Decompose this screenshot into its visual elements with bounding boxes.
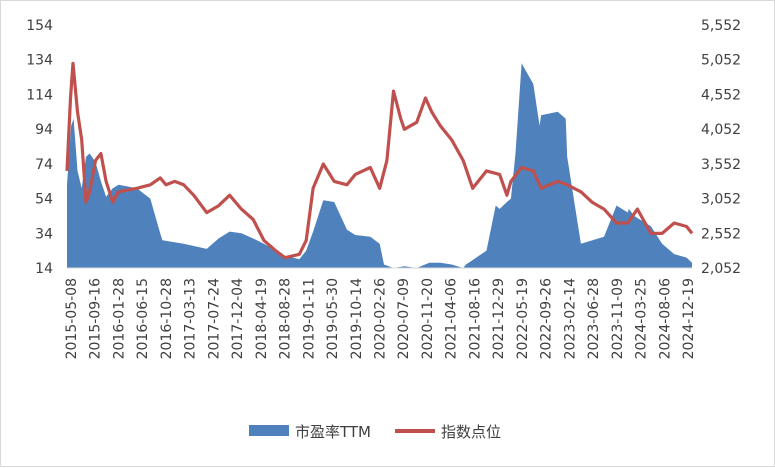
legend-label-index-level: 指数点位 — [441, 423, 501, 441]
x-tick-label: 2016-10-28 — [159, 278, 175, 359]
x-tick-label: 2015-05-08 — [64, 278, 80, 359]
y-right-tick-label: 3,052 — [701, 192, 741, 208]
x-tick-label: 2018-08-28 — [278, 278, 294, 359]
y-left-tick-label: 154 — [26, 18, 53, 34]
legend-swatch-pe-ttm — [249, 425, 289, 436]
plot-area — [65, 61, 694, 269]
y-left-tick-label: 114 — [26, 87, 53, 103]
y-axis-right: 2,052 2,552 3,052 3,552 4,052 4,552 5,052 5,552 — [701, 18, 741, 277]
x-tick-label: 2023-06-28 — [586, 278, 602, 359]
x-tick-label: 2020-07-09 — [396, 278, 412, 359]
index-level-line — [65, 61, 694, 260]
y-right-tick-label: 4,552 — [701, 87, 741, 103]
x-axis: 2015-05-08 2015-09-16 2016-01-28 2016-06-15… — [64, 278, 697, 359]
y-left-tick-label: 134 — [26, 53, 53, 69]
y-left-tick-label: 34 — [35, 226, 53, 242]
y-right-tick-label: 5,052 — [701, 53, 741, 69]
y-left-tick-label: 54 — [35, 192, 53, 208]
x-tick-label: 2021-08-16 — [467, 278, 483, 359]
x-tick-label: 2017-12-04 — [230, 278, 246, 359]
y-right-tick-label: 2,052 — [701, 261, 741, 277]
legend: 市盈率TTM 指数点位 — [249, 423, 501, 441]
x-tick-label: 2015-09-16 — [88, 278, 104, 359]
pe-ttm-area — [67, 63, 692, 269]
x-tick-label: 2019-05-30 — [325, 278, 341, 359]
y-left-tick-label: 14 — [35, 261, 53, 277]
x-tick-label: 2023-02-14 — [562, 278, 578, 359]
x-tick-label: 2022-05-19 — [515, 278, 531, 359]
x-tick-label: 2024-03-25 — [634, 278, 650, 359]
x-tick-label: 2020-11-20 — [420, 278, 436, 359]
y-right-tick-label: 4,052 — [701, 122, 741, 138]
x-tick-label: 2024-08-06 — [657, 278, 673, 359]
x-tick-label: 2023-11-09 — [610, 278, 626, 359]
x-tick-label: 2016-01-28 — [111, 278, 127, 359]
x-tick-label: 2021-04-06 — [444, 278, 460, 359]
y-left-tick-label: 94 — [35, 122, 53, 138]
x-tick-label: 2021-12-29 — [491, 278, 507, 359]
x-tick-label: 2019-10-14 — [349, 278, 365, 359]
x-tick-label: 2022-09-26 — [539, 278, 555, 359]
x-tick-label: 2020-02-26 — [373, 278, 389, 359]
x-tick-label: 2017-03-13 — [183, 278, 199, 359]
y-axis-left: 14 34 54 74 94 114 134 154 — [26, 18, 53, 277]
y-right-tick-label: 5,552 — [701, 18, 741, 34]
y-right-tick-label: 2,552 — [701, 226, 741, 242]
x-tick-label: 2016-06-15 — [135, 278, 151, 359]
x-tick-label: 2024-12-19 — [681, 278, 697, 359]
y-left-tick-label: 74 — [35, 157, 53, 173]
x-tick-label: 2017-07-24 — [206, 278, 222, 359]
legend-label-pe-ttm: 市盈率TTM — [295, 423, 371, 441]
x-tick-label: 2018-04-19 — [254, 278, 270, 359]
x-tick-label: 2019-01-11 — [301, 278, 317, 359]
y-right-tick-label: 3,552 — [701, 157, 741, 173]
